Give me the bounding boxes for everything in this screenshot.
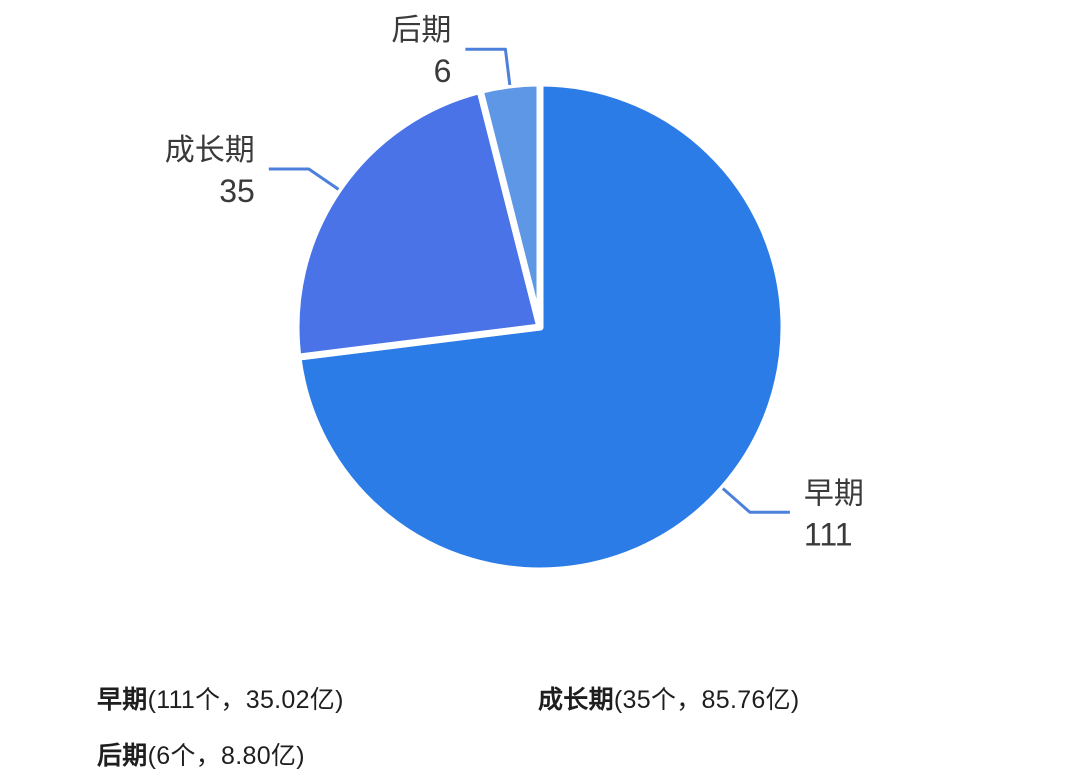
slice-label-name-2: 后期 (391, 14, 451, 47)
slice-labels: 早期 111 成长期 35 后期 6 (165, 14, 864, 552)
legend-item-growth: 成长期(35个，85.76亿) (538, 680, 800, 716)
legend-item-late: 后期(6个，8.80亿) (97, 736, 305, 772)
legend-item-detail: (6个，8.80亿) (147, 742, 305, 770)
slice-label-value-2: 6 (434, 53, 452, 89)
pie-slice-1[interactable] (292, 87, 544, 361)
slice-label-value-0: 111 (804, 516, 853, 552)
legend-item-detail: (111个，35.02亿) (147, 686, 344, 714)
legend-item-name: 成长期 (538, 686, 614, 714)
slice-label-name-1: 成长期 (165, 134, 255, 167)
pie-slice-2[interactable] (476, 79, 544, 331)
pie-chart: 早期 111 成长期 35 后期 6 (164, 14, 864, 575)
slice-label-name-0: 早期 (804, 477, 864, 510)
pie-slices (292, 79, 788, 575)
label-line-0 (721, 487, 790, 514)
label-line-2 (465, 47, 512, 86)
legend-item-detail: (35个，85.76亿) (613, 686, 800, 714)
legend-item-name: 后期 (97, 742, 148, 770)
legend-item-early: 早期(111个，35.02亿) (97, 680, 344, 716)
legend-item-name: 早期 (97, 686, 148, 714)
label-line-1 (268, 167, 340, 191)
slice-label-value-1: 35 (219, 173, 255, 209)
label-lines (268, 47, 790, 514)
